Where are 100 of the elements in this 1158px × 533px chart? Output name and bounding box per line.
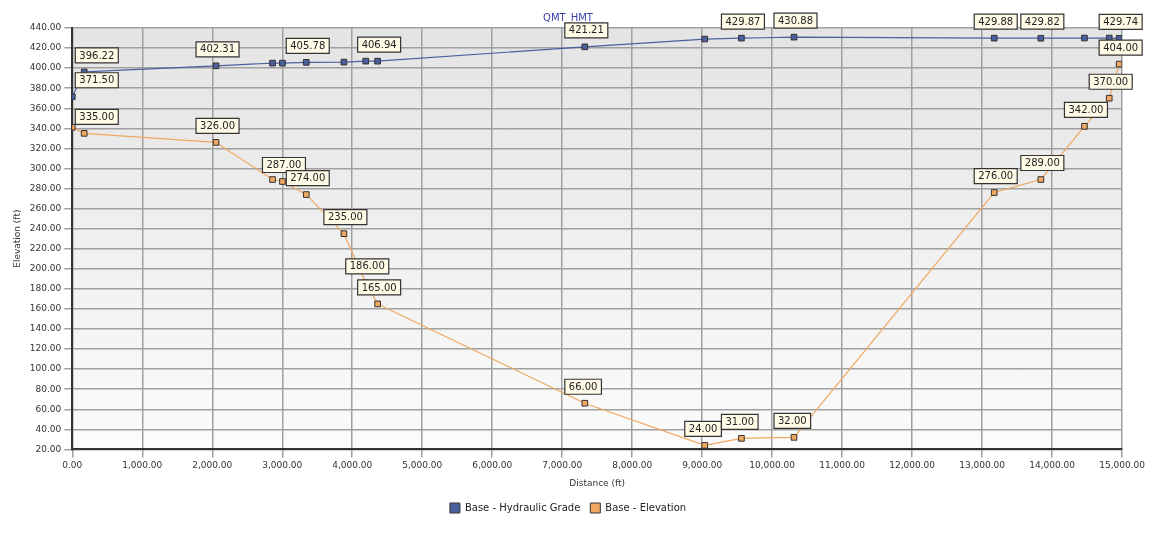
point <box>302 191 310 198</box>
y-tick-label: 160.00 <box>29 303 62 314</box>
data-label: 276.00 <box>978 170 1014 182</box>
x-tick-label: 6,000.00 <box>472 460 513 471</box>
point <box>990 34 998 42</box>
point <box>374 300 381 308</box>
y-tick-label: 200.00 <box>29 263 62 274</box>
legend-label: Base - Elevation <box>605 501 687 513</box>
data-label: 326.00 <box>200 119 236 131</box>
x-tick-label: 13,000.00 <box>959 460 1006 471</box>
y-axis-title: Elevation (ft) <box>11 209 22 268</box>
point <box>340 58 348 66</box>
data-label: 396.22 <box>79 49 115 61</box>
data-label: 370.00 <box>1093 75 1129 87</box>
x-tick-label: 12,000.00 <box>889 460 936 471</box>
y-tick-label: 320.00 <box>29 142 62 153</box>
y-tick-label: 260.00 <box>29 202 62 213</box>
y-tick-label: 280.00 <box>29 182 62 193</box>
y-tick-label: 240.00 <box>29 223 62 234</box>
x-tick-label: 8,000.00 <box>612 460 653 471</box>
x-tick-label: 9,000.00 <box>682 460 723 471</box>
data-label: 165.00 <box>361 281 397 293</box>
y-tick-label: 100.00 <box>29 363 62 374</box>
y-tick-label: 40.00 <box>35 423 62 434</box>
legend-label: Base - Hydraulic Grade <box>464 501 581 513</box>
data-label: 289.00 <box>1024 157 1060 169</box>
data-label: 235.00 <box>327 211 363 223</box>
point <box>302 59 310 66</box>
point <box>581 399 589 407</box>
y-tick-label: 120.00 <box>29 343 62 354</box>
chart-title: QMT_HMT <box>543 11 594 24</box>
point <box>738 34 745 42</box>
data-label: 402.31 <box>200 43 236 55</box>
data-label: 429.88 <box>978 15 1014 27</box>
y-tick-label: 300.00 <box>29 162 62 173</box>
data-label: 421.21 <box>568 24 604 36</box>
data-label: 429.82 <box>1024 15 1060 27</box>
data-label: 342.00 <box>1068 103 1104 115</box>
data-label: 335.00 <box>79 110 115 122</box>
y-tick-label: 380.00 <box>29 82 62 93</box>
point <box>1037 34 1045 42</box>
x-tick-label: 14,000.00 <box>1029 460 1076 471</box>
data-label: 24.00 <box>688 422 718 434</box>
point <box>1081 123 1088 130</box>
point <box>374 57 381 65</box>
point <box>269 176 276 183</box>
point <box>790 33 798 41</box>
point <box>701 442 709 449</box>
point <box>581 43 589 51</box>
y-tick-label: 60.00 <box>35 403 62 414</box>
point <box>1081 34 1088 42</box>
y-tick-label: 400.00 <box>29 62 62 73</box>
y-tick-label: 340.00 <box>29 122 62 133</box>
data-label: 66.00 <box>568 380 598 392</box>
point <box>212 139 220 146</box>
x-tick-label: 0.00 <box>62 460 83 471</box>
y-tick-label: 420.00 <box>29 42 62 53</box>
x-tick-label: 4,000.00 <box>332 460 373 471</box>
x-tick-label: 10,000.00 <box>749 460 796 471</box>
x-tick-label: 5,000.00 <box>402 460 443 471</box>
data-label: 371.50 <box>79 74 115 86</box>
y-tick-label: 220.00 <box>29 243 62 254</box>
point <box>80 130 88 137</box>
x-axis-title: Distance (ft) <box>569 477 626 488</box>
x-tick-label: 3,000.00 <box>262 460 303 471</box>
data-label: 404.00 <box>1103 41 1139 53</box>
x-tick-label: 11,000.00 <box>819 460 866 471</box>
data-label: 429.87 <box>725 15 761 27</box>
data-label: 32.00 <box>778 414 807 426</box>
point <box>362 57 370 65</box>
x-tick-label: 2,000.00 <box>192 460 233 471</box>
y-tick-label: 140.00 <box>29 323 62 334</box>
y-tick-label: 360.00 <box>29 102 62 113</box>
data-label: 186.00 <box>349 260 385 272</box>
data-label: 31.00 <box>725 415 755 427</box>
point <box>269 59 276 67</box>
x-tick-label: 15,000.00 <box>1099 460 1146 471</box>
data-label: 430.88 <box>778 14 813 26</box>
point <box>279 178 286 185</box>
y-tick-label: 440.00 <box>29 22 62 33</box>
y-tick-label: 20.00 <box>35 443 62 454</box>
x-tick-label: 1,000.00 <box>122 460 163 471</box>
point <box>701 35 709 43</box>
point <box>990 189 998 196</box>
data-label: 406.94 <box>361 38 397 50</box>
point <box>790 434 798 441</box>
point <box>738 435 745 442</box>
y-tick-label: 80.00 <box>35 383 62 394</box>
point <box>340 230 348 238</box>
y-tick-label: 180.00 <box>29 283 62 294</box>
point <box>1115 60 1123 68</box>
x-tick-label: 7,000.00 <box>542 460 583 471</box>
data-label: 429.74 <box>1103 15 1139 27</box>
point <box>1105 94 1113 102</box>
data-label: 274.00 <box>290 172 326 184</box>
point <box>1037 176 1045 183</box>
data-label: 287.00 <box>266 159 302 171</box>
data-label: 405.78 <box>290 39 326 51</box>
point <box>212 62 220 70</box>
point <box>279 59 286 67</box>
